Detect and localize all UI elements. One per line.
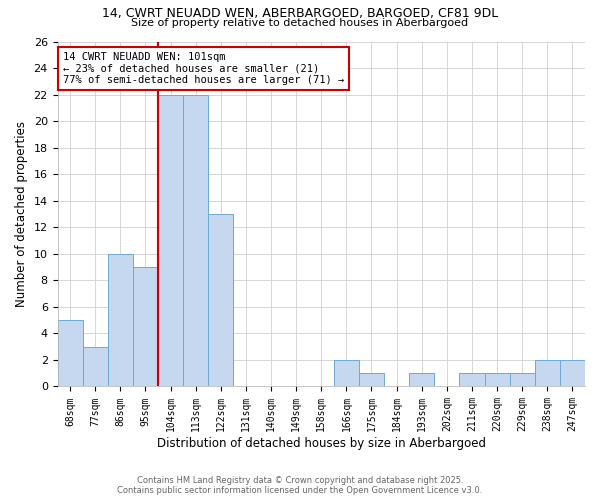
Text: 14, CWRT NEUADD WEN, ABERBARGOED, BARGOED, CF81 9DL: 14, CWRT NEUADD WEN, ABERBARGOED, BARGOE… xyxy=(102,8,498,20)
Bar xyxy=(409,373,434,386)
Text: 14 CWRT NEUADD WEN: 101sqm
← 23% of detached houses are smaller (21)
77% of semi: 14 CWRT NEUADD WEN: 101sqm ← 23% of deta… xyxy=(63,52,344,85)
Bar xyxy=(359,373,384,386)
Y-axis label: Number of detached properties: Number of detached properties xyxy=(15,121,28,307)
Bar xyxy=(83,346,108,387)
Text: Size of property relative to detached houses in Aberbargoed: Size of property relative to detached ho… xyxy=(131,18,469,28)
Bar xyxy=(485,373,509,386)
Bar xyxy=(535,360,560,386)
Bar xyxy=(460,373,485,386)
Bar xyxy=(108,254,133,386)
Bar xyxy=(58,320,83,386)
Bar xyxy=(560,360,585,386)
Bar xyxy=(158,94,183,387)
Bar xyxy=(183,94,208,387)
Text: Contains HM Land Registry data © Crown copyright and database right 2025.
Contai: Contains HM Land Registry data © Crown c… xyxy=(118,476,482,495)
Bar xyxy=(208,214,233,386)
Bar xyxy=(334,360,359,386)
X-axis label: Distribution of detached houses by size in Aberbargoed: Distribution of detached houses by size … xyxy=(157,437,486,450)
Bar xyxy=(509,373,535,386)
Bar xyxy=(133,267,158,386)
